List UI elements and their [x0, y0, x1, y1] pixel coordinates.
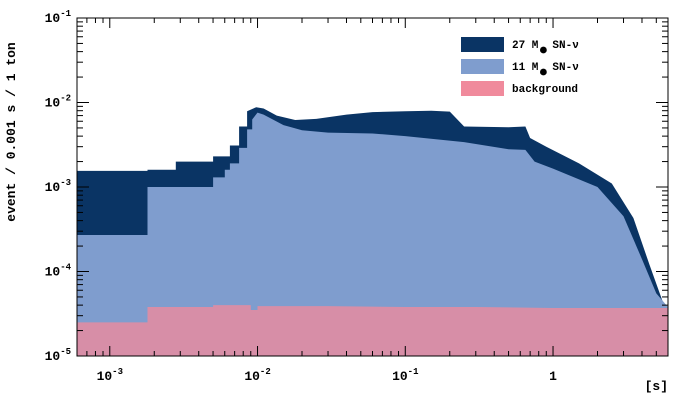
x-tick-label: 10-2: [244, 367, 270, 384]
solar-mass-symbol-icon: [540, 46, 547, 54]
x-tick-label: 10-3: [97, 367, 123, 384]
solar-mass-symbol-icon: [540, 68, 547, 76]
y-tick-label: 10-1: [45, 9, 72, 26]
legend-label-3: background: [512, 84, 578, 96]
x-tick-label: 10-1: [392, 367, 419, 384]
y-axis-label: event / 0.001 s / 1 ton: [4, 42, 19, 222]
area-layer: [77, 107, 668, 356]
x-axis-label: [s]: [645, 379, 668, 394]
legend-swatch-2: [461, 59, 504, 74]
legend-label-1: 27 M SN-ν: [512, 40, 579, 52]
y-tick-label: 10-2: [45, 94, 71, 111]
y-tick-label: 10-3: [45, 178, 71, 195]
x-tick-label: 1: [549, 369, 557, 384]
y-tick-label: 10-5: [45, 347, 71, 364]
area-series-2: [77, 112, 668, 356]
area-series-3: [77, 305, 668, 356]
legend-swatch-1: [461, 37, 504, 52]
y-tick-label: 10-4: [45, 263, 72, 280]
legend-label-2: 11 M SN-ν: [512, 62, 579, 74]
legend: 27 M SN-ν 11 M SN-ν background: [461, 37, 579, 96]
legend-swatch-3: [461, 81, 504, 96]
tick-layer: 10-3 10-2 10-1 1 10-1 10-2 10-3 10-4 10-5: [45, 9, 668, 384]
